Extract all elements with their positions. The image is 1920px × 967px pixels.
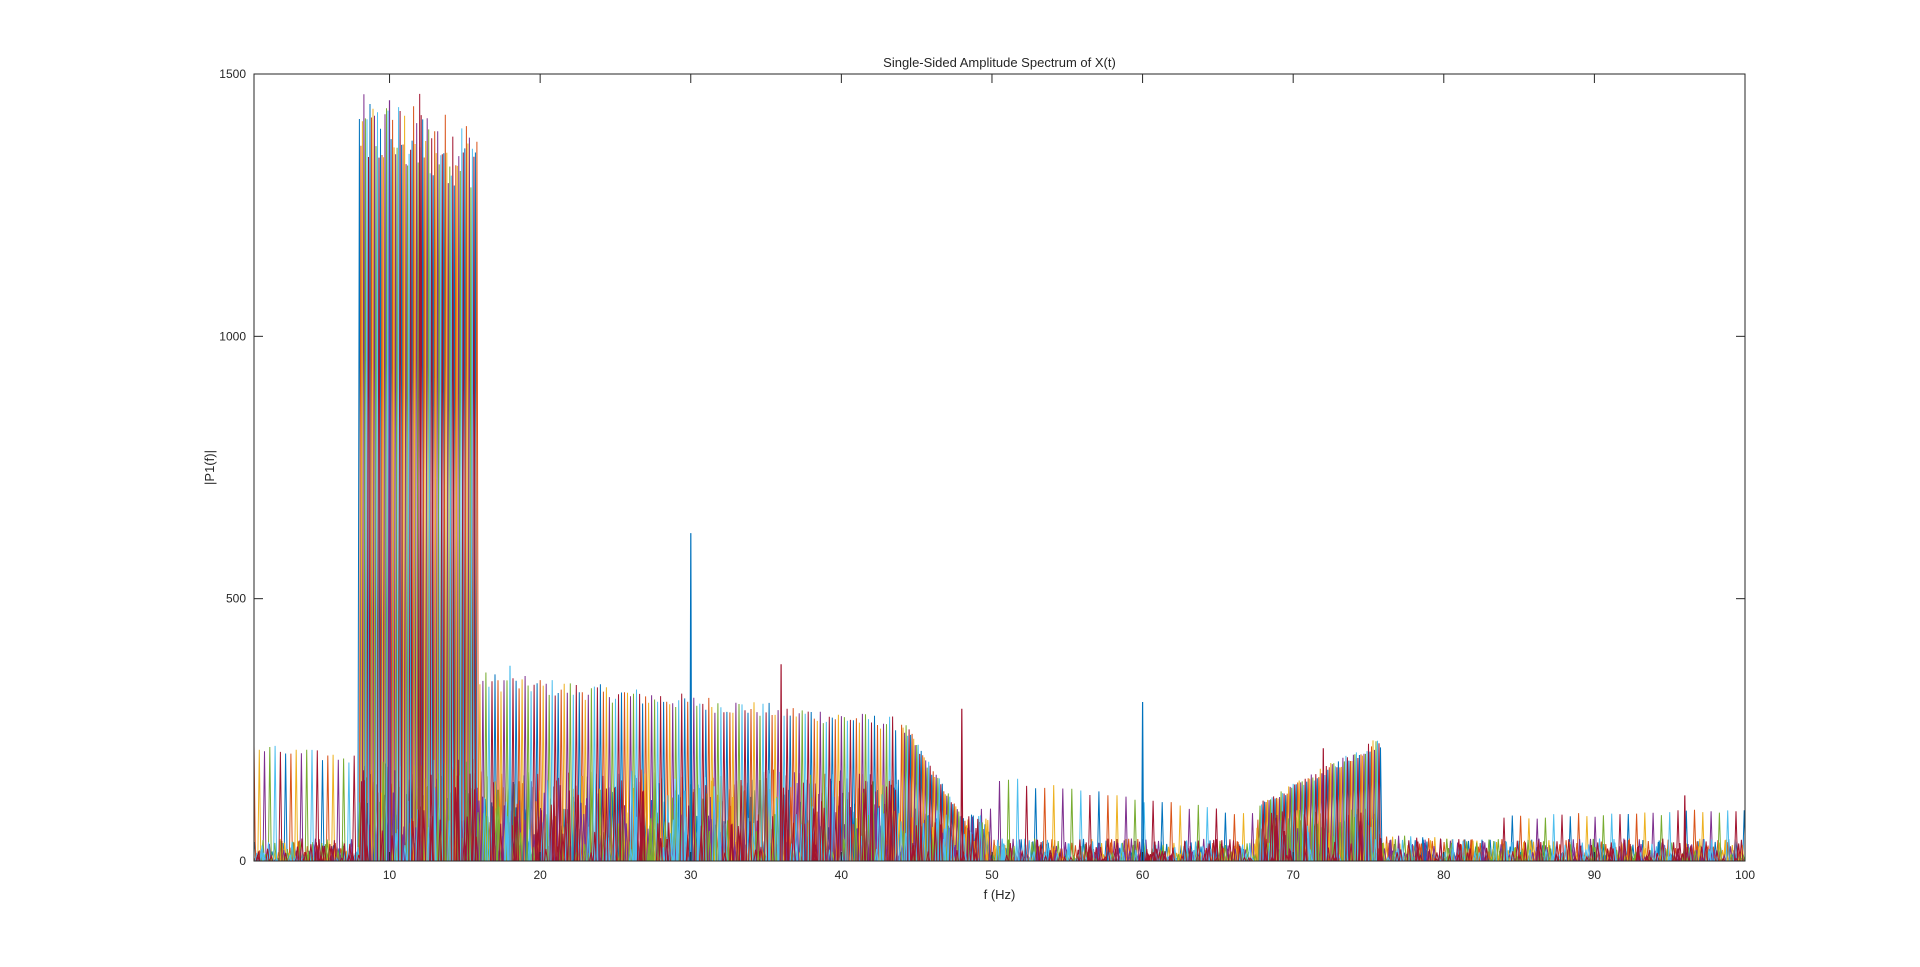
spectrum-spike-72 xyxy=(1321,748,1325,861)
spectrum-spike-48 xyxy=(960,708,964,861)
spectrum-spike-96 xyxy=(1683,795,1687,861)
x-tick-label: 80 xyxy=(1437,868,1451,882)
y-tick-label: 500 xyxy=(226,592,246,606)
spectrum-spike-36 xyxy=(779,664,783,861)
x-tick-label: 50 xyxy=(985,868,999,882)
spectrum-spike-18 xyxy=(508,665,512,861)
x-tick-label: 40 xyxy=(835,868,849,882)
series-layer xyxy=(254,93,1745,861)
axes-box xyxy=(253,73,1746,862)
x-tick-label: 60 xyxy=(1136,868,1150,882)
x-tick-label: 20 xyxy=(533,868,547,882)
plot-area[interactable] xyxy=(254,74,1745,861)
x-tick-label: 30 xyxy=(684,868,698,882)
y-tick-label: 0 xyxy=(239,854,246,868)
x-tick-label: 100 xyxy=(1735,868,1755,882)
chart-title: Single-Sided Amplitude Spectrum of X(t) xyxy=(883,55,1116,70)
x-tick-label: 10 xyxy=(383,868,397,882)
spectrum-spike-30 xyxy=(689,533,693,861)
x-tick-label: 70 xyxy=(1287,868,1301,882)
y-tick-label: 1000 xyxy=(219,329,246,343)
y-tick-label: 1500 xyxy=(219,67,246,81)
spectrum-spike-10 xyxy=(388,100,391,861)
spectrum-spike-60 xyxy=(1141,701,1145,861)
y-axis-label: |P1(f)| xyxy=(202,450,217,485)
x-axis-label: f (Hz) xyxy=(984,887,1016,902)
x-tick-label: 90 xyxy=(1588,868,1602,882)
spectrum-series-7 xyxy=(255,93,1744,861)
